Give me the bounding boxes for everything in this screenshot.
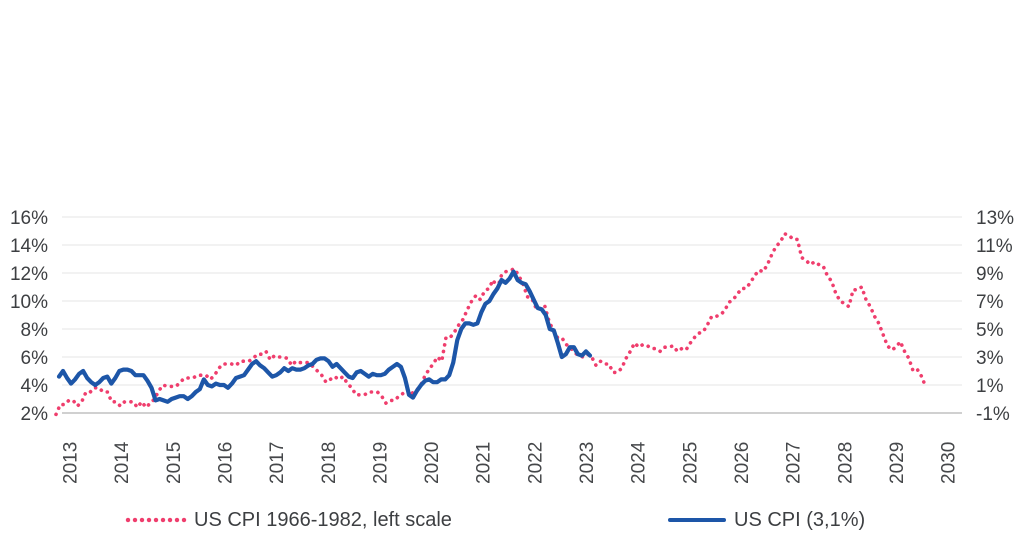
legend-label: US CPI 1966-1982, left scale [194, 508, 452, 531]
x-axis-tick-label: 2014 [112, 441, 133, 484]
y-axis-right-tick-label: 1% [976, 376, 1004, 397]
x-axis-tick-label: 2030 [939, 442, 960, 484]
x-axis-tick-label: 2016 [215, 442, 236, 484]
x-axis-tick-label: 2029 [887, 442, 908, 484]
y-axis-right-tick-label: 3% [976, 348, 1004, 369]
x-axis-labels: 2013 2014 2015 2016 2017 2018 2019 2020 2021 2022… [61, 441, 960, 484]
y-axis-left-tick-label: 16% [10, 208, 48, 229]
x-axis-tick-label: 2023 [577, 442, 598, 484]
x-axis-tick-label: 2020 [422, 442, 443, 484]
y-axis-left-tick-label: 8% [21, 320, 49, 341]
x-axis-tick-label: 2015 [164, 442, 185, 484]
x-axis-tick-label: 2017 [267, 442, 288, 484]
gridlines [62, 216, 962, 414]
y-axis-left-tick-label: 10% [10, 292, 48, 313]
y-axis-right-tick-label: 7% [976, 292, 1004, 313]
solid-line-swatch-icon [668, 518, 726, 522]
legend-item-us-cpi: US CPI (3,1%) [668, 505, 865, 535]
y-axis-right-tick-label: 9% [976, 264, 1004, 285]
x-axis-tick-label: 2021 [474, 442, 495, 484]
x-axis-tick-label: 2028 [835, 442, 856, 484]
y-axis-left-labels: 16% 14% 12% 10% 8% 6% 4% 2% [10, 208, 48, 425]
x-axis-tick-label: 2013 [61, 442, 82, 484]
y-axis-left-tick-label: 6% [21, 348, 49, 369]
y-axis-right-tick-label: 5% [976, 320, 1004, 341]
x-axis-tick-label: 2026 [732, 442, 753, 484]
dotted-line-swatch-icon [125, 515, 187, 525]
y-axis-right-tick-label: 11% [976, 236, 1013, 257]
x-axis-tick-label: 2018 [319, 442, 340, 484]
y-axis-left-tick-label: 4% [21, 376, 49, 397]
cpi-1966-1982-line [54, 231, 928, 417]
y-axis-left-tick-label: 12% [10, 264, 48, 285]
x-axis-tick-label: 2025 [680, 442, 701, 484]
chart-legend: US CPI 1966-1982, left scale US CPI (3,1… [0, 505, 1024, 535]
x-axis-tick-label: 2019 [370, 442, 391, 484]
legend-label: US CPI (3,1%) [734, 508, 866, 531]
x-axis-tick-label: 2022 [525, 442, 546, 484]
y-axis-right-tick-label: -1% [976, 404, 1010, 425]
x-axis-tick-label: 2027 [784, 442, 805, 484]
y-axis-right-labels: 13% 11% 9% 7% 5% 3% 1% -1% [976, 208, 1014, 425]
legend-item-cpi-1966-1982: US CPI 1966-1982, left scale [125, 505, 452, 535]
us-cpi-line [56, 269, 593, 404]
x-axis-tick-label: 2024 [629, 441, 650, 484]
y-axis-right-tick-label: 13% [976, 208, 1014, 229]
y-axis-left-tick-label: 2% [21, 404, 49, 425]
y-axis-left-tick-label: 14% [10, 236, 48, 257]
